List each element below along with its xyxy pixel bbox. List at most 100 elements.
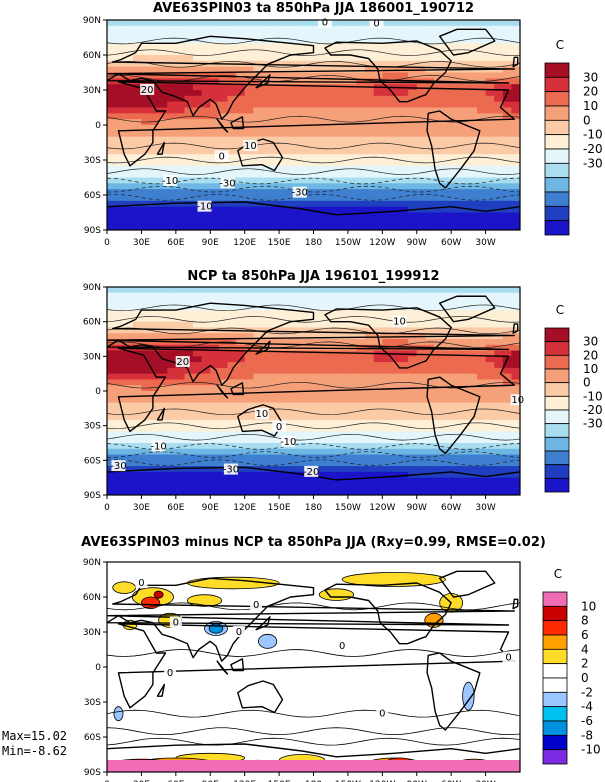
field-cell	[201, 130, 211, 138]
field-cell	[167, 321, 177, 329]
field-cell	[339, 142, 349, 149]
field-cell	[279, 356, 289, 363]
field-cell	[210, 379, 220, 386]
field-cell	[373, 483, 383, 490]
contour-line	[107, 156, 520, 164]
field-cell	[390, 362, 401, 369]
contour-label-bg	[243, 140, 258, 151]
field-cell	[322, 321, 332, 329]
field-cell	[451, 454, 461, 461]
field-cell	[132, 471, 143, 479]
field-cell	[193, 212, 203, 219]
field-cell	[433, 125, 444, 132]
field-cell	[356, 321, 366, 329]
field-cell	[373, 195, 383, 202]
field-cell	[193, 321, 203, 329]
field-cell	[425, 362, 435, 369]
field-cell	[459, 373, 469, 381]
colorbar-swatch	[544, 341, 570, 356]
field-cell	[107, 212, 117, 219]
field-cell	[476, 136, 487, 144]
field-cell	[313, 373, 323, 381]
field-cell	[270, 177, 280, 184]
field-cell	[236, 298, 246, 305]
field-cell	[167, 224, 177, 230]
field-cell	[485, 165, 495, 173]
field-cell	[150, 379, 160, 386]
field-cell	[476, 55, 487, 62]
field-cell	[382, 160, 392, 167]
field-cell	[244, 489, 254, 495]
field-cell	[382, 20, 392, 27]
field-cell	[287, 212, 297, 219]
field-cell	[141, 437, 151, 444]
field-cell	[476, 160, 487, 167]
field-cell	[184, 20, 194, 27]
field-cell	[330, 113, 340, 120]
field-cell	[416, 448, 426, 456]
field-cell	[261, 477, 272, 485]
field-cell	[511, 49, 520, 56]
field-cell	[494, 489, 504, 495]
field-cell	[322, 195, 332, 202]
field-cell	[304, 425, 315, 433]
field-cell	[124, 419, 134, 427]
field-cell	[442, 437, 452, 444]
field-cell	[227, 31, 237, 39]
field-cell	[124, 298, 134, 305]
field-cell	[304, 148, 315, 155]
field-cell	[339, 483, 349, 490]
field-cell	[408, 489, 418, 495]
field-cell	[279, 471, 289, 479]
field-cell	[442, 142, 452, 149]
field-cell	[279, 20, 289, 27]
field-cell	[270, 356, 280, 363]
field-cell	[451, 304, 461, 311]
field-cell	[279, 333, 289, 340]
field-cell	[330, 333, 340, 340]
field-cell	[167, 218, 177, 225]
x-tick-label: 60E	[167, 503, 184, 513]
field-cell	[261, 25, 272, 33]
field-cell	[167, 189, 177, 196]
field-cell	[313, 43, 323, 50]
field-cell	[356, 25, 366, 33]
field-cell	[442, 287, 452, 294]
field-cell	[236, 160, 246, 167]
field-cell	[236, 443, 246, 450]
temperature-field	[107, 20, 520, 230]
field-cell	[468, 130, 478, 138]
field-cell	[382, 373, 392, 381]
field-cell	[347, 142, 358, 149]
field-cell	[313, 101, 323, 109]
panel-title: AVE63SPIN03 ta 850hPa JJA 186001_190712	[153, 1, 474, 16]
field-cell	[339, 489, 349, 495]
field-cell	[115, 477, 125, 485]
field-cell	[502, 107, 512, 114]
field-cell	[442, 362, 452, 369]
field-cell	[408, 72, 418, 79]
field-cell	[468, 437, 478, 444]
field-cell	[287, 391, 297, 398]
field-cell	[399, 60, 409, 68]
colorbar-label: 10	[581, 599, 596, 613]
field-cell	[476, 367, 487, 375]
field-cell	[347, 31, 358, 39]
field-cell	[124, 189, 134, 196]
field-cell	[304, 391, 315, 398]
field-cell	[107, 165, 117, 173]
field-cell	[459, 154, 469, 161]
field-cell	[124, 391, 134, 398]
field-cell	[511, 466, 520, 473]
field-cell	[485, 344, 495, 352]
field-cell	[132, 142, 143, 149]
anomaly-region	[153, 590, 164, 599]
field-cell	[339, 327, 349, 334]
field-cell	[322, 206, 332, 214]
field-cell	[201, 49, 211, 56]
field-cell	[287, 84, 297, 91]
field-cell	[167, 142, 177, 149]
field-cell	[322, 304, 332, 311]
field-cell	[416, 402, 426, 409]
field-cell	[347, 333, 358, 340]
